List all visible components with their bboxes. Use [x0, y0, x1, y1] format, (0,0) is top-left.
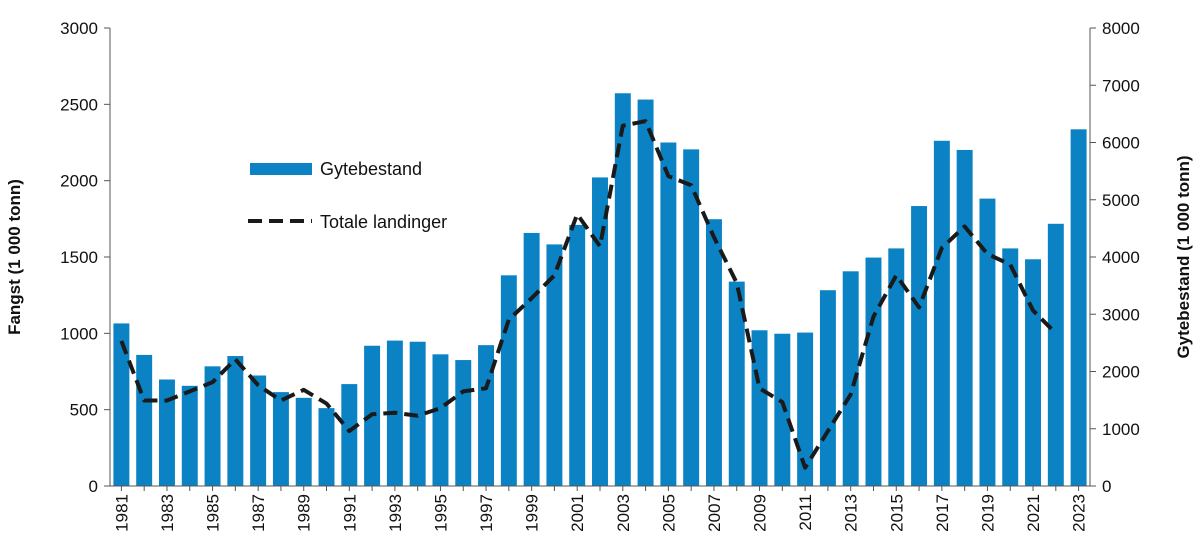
x-tick-label: 1995	[431, 494, 450, 532]
bar-2004	[637, 99, 654, 486]
x-tick-label: 1997	[477, 494, 496, 532]
x-tick-label: 1983	[158, 494, 177, 532]
bar-1999	[523, 232, 540, 486]
legend-swatch-gytebestand	[250, 163, 312, 175]
x-tick-label: 1981	[112, 494, 131, 532]
y-right-tick-label: 1000	[1102, 420, 1140, 439]
bars-gytebestand	[113, 93, 1087, 487]
bar-2006	[683, 149, 700, 486]
x-tick-label: 2007	[705, 494, 724, 532]
bar-1998	[500, 275, 517, 486]
bar-2003	[614, 93, 631, 486]
y-left-tick-label: 1500	[60, 248, 98, 267]
bar-2013	[842, 271, 859, 486]
y-right-tick-label: 6000	[1102, 134, 1140, 153]
x-tick-label: 2013	[842, 494, 861, 532]
bar-2016	[911, 206, 928, 487]
bar-1988	[272, 392, 289, 486]
bar-2011	[797, 332, 814, 486]
bar-1983	[159, 379, 175, 486]
bar-2002	[592, 177, 608, 487]
y-left-tick-label: 3000	[60, 19, 98, 38]
x-tick-label: 2023	[1070, 494, 1089, 532]
bar-1981	[113, 323, 130, 486]
x-tick-label: 2011	[796, 494, 815, 531]
y-right-ticks: 0 1000 2000 3000 4000 5000 6000 7000 8000	[1090, 19, 1140, 496]
y-right-tick-label: 0	[1102, 477, 1111, 496]
bar-2007	[705, 219, 722, 486]
bar-2021	[1025, 259, 1041, 486]
y-right-tick-label: 8000	[1102, 19, 1140, 38]
y-right-tick-label: 2000	[1102, 363, 1140, 382]
x-tick-label: 1985	[204, 494, 223, 532]
bar-2017	[933, 140, 950, 486]
legend-label-gytebestand: Gytebestand	[320, 159, 422, 179]
y-right-tick-label: 4000	[1102, 248, 1140, 267]
x-tick-label: 2021	[1024, 494, 1043, 532]
bar-2018	[956, 149, 973, 486]
x-tick-label: 2017	[933, 494, 952, 532]
x-tick-label: 2015	[887, 494, 906, 532]
y-left-tick-label: 500	[70, 401, 98, 420]
x-tick-label: 2019	[978, 494, 997, 532]
bar-2012	[819, 290, 836, 486]
x-tick-label: 2009	[751, 494, 770, 532]
bar-2005	[660, 142, 677, 486]
bar-2014	[865, 257, 882, 486]
bar-1987	[250, 375, 267, 486]
x-tick-label: 1989	[295, 494, 314, 532]
bar-1996	[455, 360, 472, 486]
y-left-ticks: 0 500 1000 1500 2000 2500 3000	[60, 19, 110, 496]
bar-2023	[1070, 129, 1087, 486]
bar-2010	[774, 333, 791, 486]
x-tick-label: 1999	[523, 494, 542, 532]
bar-2009	[751, 330, 768, 486]
bar-2015	[888, 248, 905, 486]
x-tick-label: 1987	[249, 494, 268, 532]
x-tick-label: 2001	[568, 494, 587, 532]
legend: Gytebestand Totale landinger	[248, 159, 447, 232]
y-left-tick-label: 2000	[60, 172, 98, 191]
bar-1984	[181, 385, 198, 486]
bar-1991	[341, 384, 358, 486]
y-axis-right-title: Gytebestand (1 000 tonn)	[1174, 155, 1193, 358]
line-totale-landinger	[119, 119, 1058, 470]
bar-2020	[1002, 248, 1019, 486]
bar-2008	[728, 281, 745, 486]
legend-label-totale-landinger: Totale landinger	[320, 212, 447, 232]
x-tick-label: 1991	[340, 494, 359, 532]
x-tick-label: 1993	[386, 494, 405, 532]
x-tick-label: 2003	[614, 494, 633, 532]
bar-1995	[432, 354, 449, 486]
bar-1985	[204, 366, 221, 486]
x-tick-label: 2005	[659, 494, 678, 532]
bar-1982	[136, 354, 153, 486]
y-right-tick-label: 7000	[1102, 76, 1140, 95]
y-left-tick-label: 2500	[60, 95, 98, 114]
x-ticks: 1981 1983 1985 1987 1989 1991 1993 1995 1997 1999…	[112, 486, 1089, 532]
y-left-tick-label: 1000	[60, 324, 98, 343]
bar-1989	[295, 397, 312, 486]
y-right-tick-label: 3000	[1102, 305, 1140, 324]
bar-1990	[318, 408, 335, 486]
y-left-tick-label: 0	[89, 477, 98, 496]
bar-2022	[1047, 223, 1064, 487]
bar-2000	[546, 244, 563, 486]
bar-2001	[569, 224, 586, 486]
y-right-tick-label: 5000	[1102, 191, 1140, 210]
bar-2019	[979, 198, 996, 487]
bar-1986	[227, 356, 244, 486]
y-axis-left-title: Fangst (1 000 tonn)	[5, 179, 24, 335]
